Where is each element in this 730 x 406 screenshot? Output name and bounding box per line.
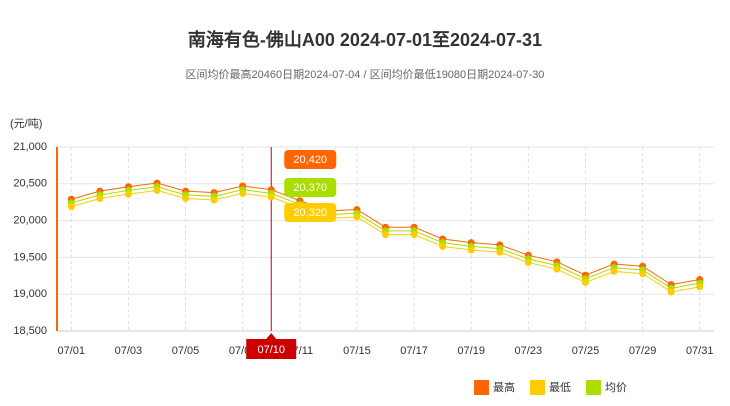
point — [67, 203, 75, 211]
y-axis-label: (元/吨) — [10, 117, 42, 130]
point — [667, 288, 675, 296]
point — [153, 186, 161, 194]
point — [581, 278, 589, 286]
tooltip-box — [284, 203, 337, 222]
point — [267, 193, 275, 201]
y-tick-label: 20,500 — [13, 178, 47, 190]
chart-subtitle: 区间均价最高20460日期2024-07-04 / 区间均价最低19080日期2… — [186, 67, 545, 81]
point — [182, 195, 190, 203]
point — [210, 196, 218, 204]
y-tick-label: 18,500 — [13, 325, 47, 337]
point — [496, 248, 504, 256]
x-tick-label: 07/03 — [115, 345, 143, 357]
point — [524, 259, 532, 267]
tooltip-x-arrow — [266, 333, 277, 339]
chart-title: 南海有色-佛山A00 2024-07-01至2024-07-31 — [188, 29, 542, 50]
tooltip-label: 20,420 — [293, 154, 327, 166]
x-tick-label: 07/01 — [58, 345, 86, 357]
point — [410, 231, 418, 239]
point — [439, 242, 447, 250]
point — [639, 270, 647, 278]
point — [553, 265, 561, 273]
x-tick-label: 07/31 — [686, 345, 714, 357]
x-tick-label: 07/29 — [629, 345, 657, 357]
series-line — [71, 189, 700, 293]
tooltip-label: 20,370 — [293, 182, 327, 194]
tooltip-x-label: 07/10 — [257, 344, 285, 356]
legend-label: 最高 — [493, 380, 515, 394]
y-tick-label: 19,500 — [13, 251, 47, 263]
x-tick-label: 07/19 — [457, 345, 485, 357]
point — [96, 195, 104, 203]
point — [467, 246, 475, 254]
point — [124, 190, 132, 198]
x-tick-label: 07/05 — [172, 345, 200, 357]
legend-swatch — [530, 380, 545, 395]
x-tick-label: 07/25 — [572, 345, 600, 357]
point — [353, 213, 361, 221]
tooltip-label: 20,320 — [293, 207, 327, 219]
y-tick-label: 20,000 — [13, 215, 47, 227]
x-tick-label: 07/15 — [343, 345, 371, 357]
legend-swatch — [586, 380, 601, 395]
y-tick-label: 21,000 — [13, 141, 47, 153]
point — [239, 189, 247, 197]
point — [610, 267, 618, 275]
x-tick-label: 07/23 — [515, 345, 543, 357]
tooltip-box — [284, 178, 337, 197]
tooltip-x-box — [246, 339, 297, 359]
point — [696, 283, 704, 291]
legend-swatch — [474, 380, 489, 395]
point — [382, 231, 389, 239]
y-tick-label: 19,000 — [13, 288, 47, 300]
x-tick-label: 07/17 — [400, 345, 428, 357]
legend-label: 最低 — [549, 381, 571, 394]
tooltip-box — [284, 150, 337, 169]
legend-label: 均价 — [605, 381, 627, 394]
